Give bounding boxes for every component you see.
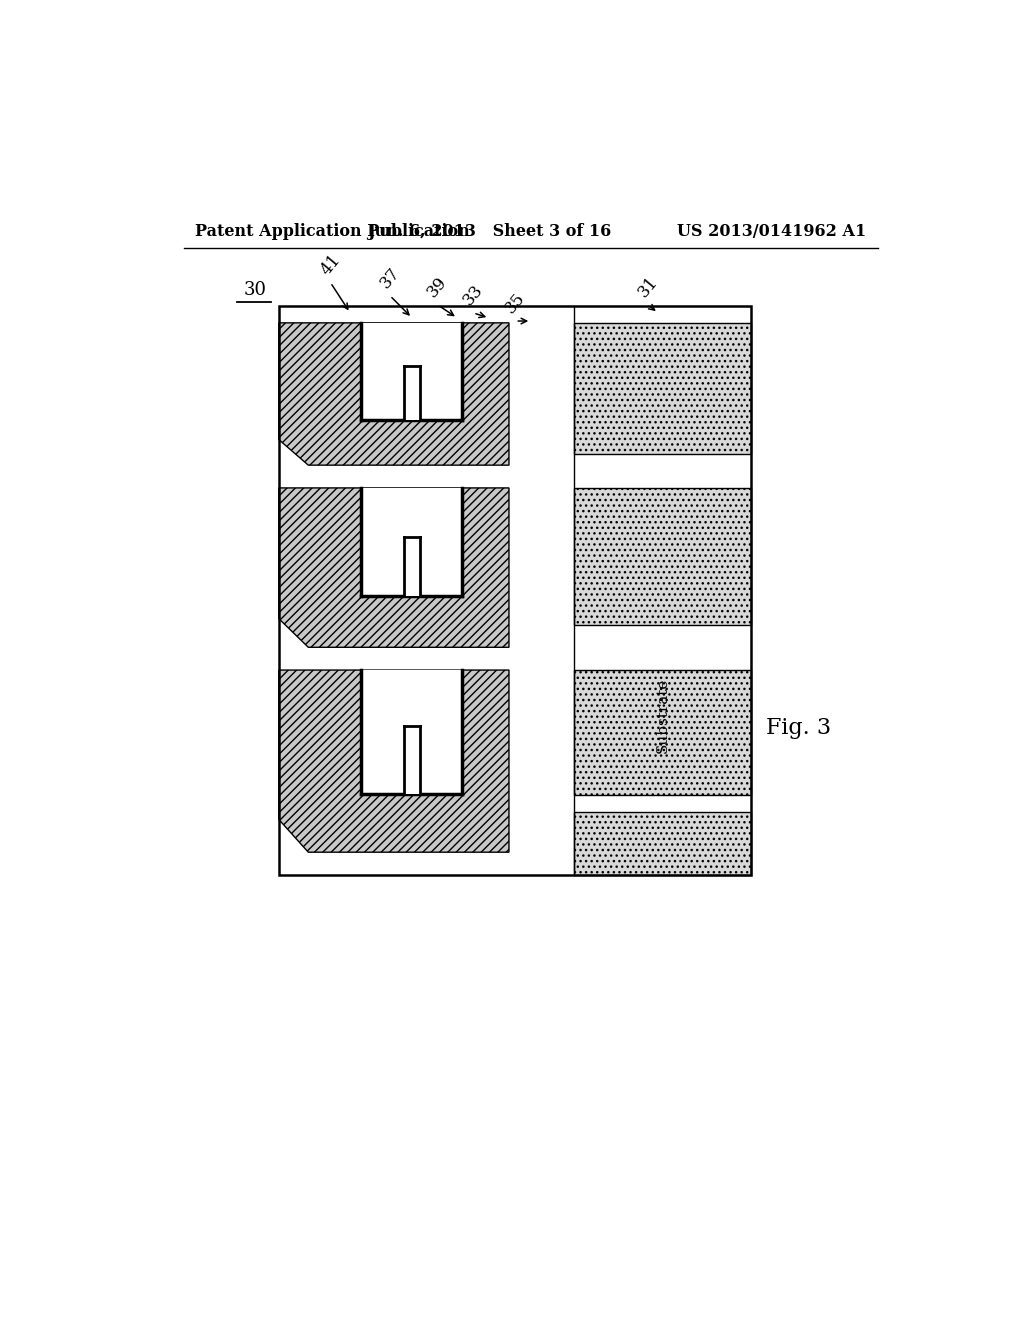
Text: 37: 37	[377, 264, 403, 292]
Polygon shape	[279, 488, 509, 647]
Text: 31: 31	[635, 273, 662, 301]
Text: 35: 35	[502, 290, 528, 317]
Text: Substrate: Substrate	[655, 678, 670, 754]
Bar	[403, 367, 420, 420]
Bar	[361, 488, 462, 597]
Bar	[361, 671, 462, 793]
Text: Jun. 6, 2013   Sheet 3 of 16: Jun. 6, 2013 Sheet 3 of 16	[367, 223, 611, 240]
Polygon shape	[279, 323, 509, 465]
Bar	[573, 812, 751, 875]
Bar	[403, 726, 420, 793]
Text: Fig. 3: Fig. 3	[766, 717, 831, 739]
Text: Patent Application Publication: Patent Application Publication	[196, 223, 470, 240]
Bar	[573, 323, 751, 454]
Bar	[361, 323, 462, 420]
Text: 41: 41	[317, 251, 344, 279]
Bar	[573, 671, 751, 795]
Bar	[279, 306, 751, 875]
Text: 39: 39	[424, 273, 451, 301]
Polygon shape	[279, 671, 509, 853]
Bar	[279, 306, 751, 875]
Text: US 2013/0141962 A1: US 2013/0141962 A1	[677, 223, 866, 240]
Text: 33: 33	[460, 281, 486, 309]
Bar	[403, 537, 420, 597]
Text: 30: 30	[244, 281, 267, 298]
Bar	[573, 488, 751, 624]
